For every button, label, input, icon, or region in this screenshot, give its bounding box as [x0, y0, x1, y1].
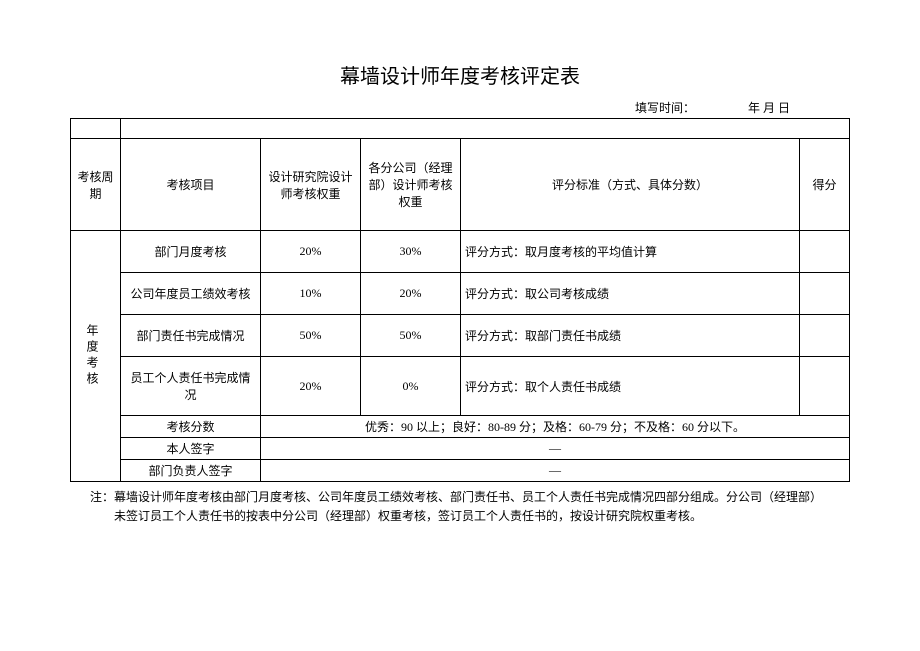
row-std: 评分方式：取公司考核成绩 — [461, 273, 800, 315]
section-label-cell: 年度考核 — [71, 231, 121, 482]
header-weight1: 设计研究院设计师考核权重 — [261, 139, 361, 231]
spacer-row-top — [71, 119, 850, 139]
table-header-row: 考核周期 考核项目 设计研究院设计师考核权重 各分公司（经理部）设计师考核权重 … — [71, 139, 850, 231]
row-std: 评分方式：取个人责任书成绩 — [461, 357, 800, 416]
row-item: 公司年度员工绩效考核 — [121, 273, 261, 315]
self-sign-row: 本人签字 — — [71, 438, 850, 460]
row-score — [800, 315, 850, 357]
header-score: 得分 — [800, 139, 850, 231]
header-standard: 评分标准（方式、具体分数） — [461, 139, 800, 231]
row-item: 部门责任书完成情况 — [121, 315, 261, 357]
fill-time-label: 填写时间： — [635, 101, 695, 115]
row-score — [800, 273, 850, 315]
row-item: 部门月度考核 — [121, 231, 261, 273]
row-item: 员工个人责任书完成情况 — [121, 357, 261, 416]
score-summary-row: 考核分数 优秀：90 以上；良好：80-89 分；及格：60-79 分；不及格：… — [71, 416, 850, 438]
dept-sign-value: — — [261, 460, 850, 482]
row-std: 评分方式：取部门责任书成绩 — [461, 315, 800, 357]
row-w1: 10% — [261, 273, 361, 315]
header-item: 考核项目 — [121, 139, 261, 231]
footnote: 注：幕墙设计师年度考核由部门月度考核、公司年度员工绩效考核、部门责任书、员工个人… — [94, 488, 850, 526]
table-row: 公司年度员工绩效考核 10% 20% 评分方式：取公司考核成绩 — [71, 273, 850, 315]
document-title: 幕墙设计师年度考核评定表 — [70, 60, 850, 89]
meta-row: 填写时间： 年 月 日 — [70, 99, 850, 116]
header-weight2: 各分公司（经理部）设计师考核权重 — [361, 139, 461, 231]
score-label: 考核分数 — [121, 416, 261, 438]
dept-sign-row: 部门负责人签字 — — [71, 460, 850, 482]
score-text: 优秀：90 以上；良好：80-89 分；及格：60-79 分；不及格：60 分以… — [261, 416, 850, 438]
date-label: 年 月 日 — [748, 101, 790, 115]
row-w2: 0% — [361, 357, 461, 416]
row-std: 评分方式：取月度考核的平均值计算 — [461, 231, 800, 273]
row-w2: 20% — [361, 273, 461, 315]
row-w1: 20% — [261, 231, 361, 273]
dept-sign-label: 部门负责人签字 — [121, 460, 261, 482]
row-w1: 50% — [261, 315, 361, 357]
section-label: 年度考核 — [75, 324, 101, 388]
row-w2: 30% — [361, 231, 461, 273]
header-cycle: 考核周期 — [71, 139, 121, 231]
row-score — [800, 231, 850, 273]
table-row: 部门责任书完成情况 50% 50% 评分方式：取部门责任书成绩 — [71, 315, 850, 357]
table-row: 年度考核 部门月度考核 20% 30% 评分方式：取月度考核的平均值计算 — [71, 231, 850, 273]
row-w2: 50% — [361, 315, 461, 357]
assessment-table: 考核周期 考核项目 设计研究院设计师考核权重 各分公司（经理部）设计师考核权重 … — [70, 118, 850, 482]
self-sign-value: — — [261, 438, 850, 460]
row-w1: 20% — [261, 357, 361, 416]
self-sign-label: 本人签字 — [121, 438, 261, 460]
row-score — [800, 357, 850, 416]
table-row: 员工个人责任书完成情况 20% 0% 评分方式：取个人责任书成绩 — [71, 357, 850, 416]
